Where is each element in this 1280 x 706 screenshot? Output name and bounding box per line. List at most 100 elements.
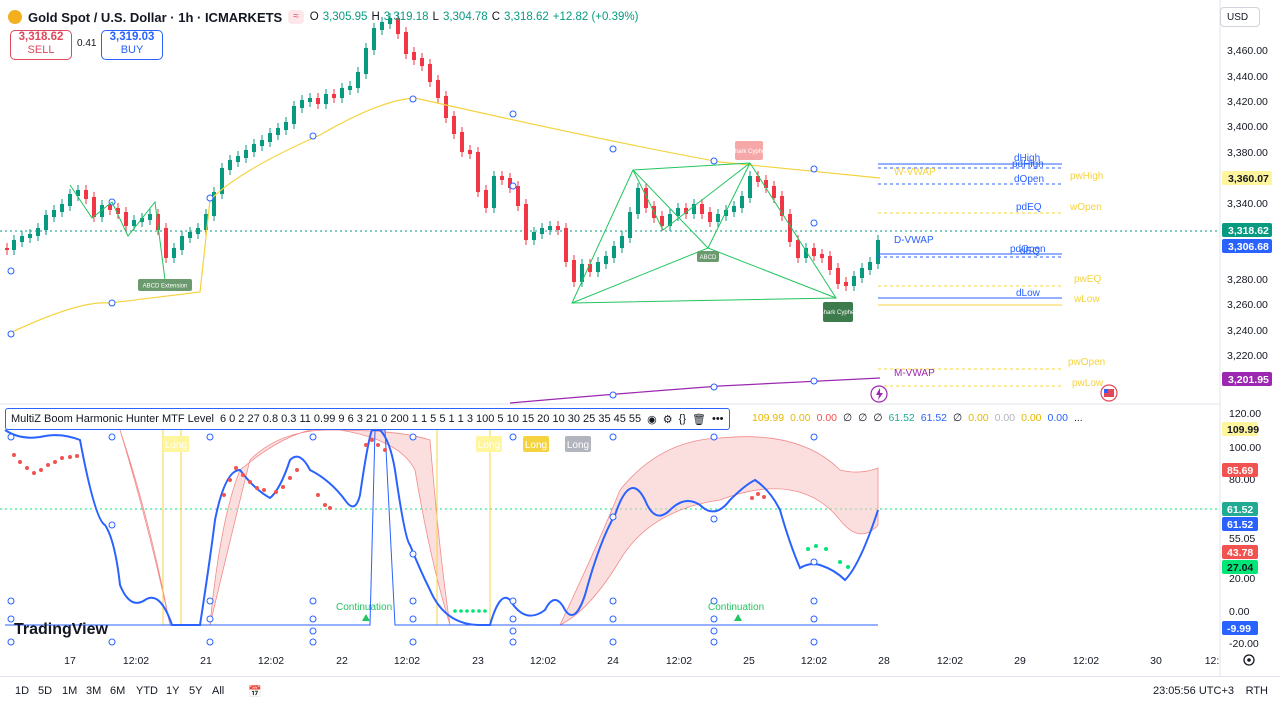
calendar-icon[interactable]: 📅 (248, 686, 262, 698)
osc-badge-bg (1222, 502, 1258, 516)
high-value: 3,319.18 (383, 11, 429, 23)
indicator-values: 109.99 0.00 0.00 ∅ ∅ ∅ 61.52 61.52 ∅ 0.00 0.00 0.00… (752, 412, 1083, 424)
candle-body (412, 52, 416, 60)
bottom-toolbar: 1D 5D 1M 3M 6M YTD 1Y 5Y All 📅 23:05:56 UTC+3 RT… (0, 676, 1280, 706)
candle-body (700, 204, 704, 214)
price-tick: 3,440.00 (1227, 71, 1268, 83)
timeframe-1m[interactable]: 1M (62, 685, 78, 697)
candle-body (204, 214, 208, 230)
time-tick: 29 (1014, 655, 1026, 667)
indicator-legend[interactable]: MultiZ Boom Harmonic Hunter MTF Level 6 … (5, 408, 730, 430)
label-wlow: wLow (1073, 294, 1100, 305)
price-badges: 3,360.07 3,318.62 3,306.68 3,201.95 (1222, 171, 1272, 386)
time-tick: 25 (743, 655, 755, 667)
time-tick: 12:02 (530, 655, 556, 667)
gear-icon[interactable] (1243, 654, 1255, 666)
eye-icon[interactable]: ◉ (647, 413, 657, 426)
candle-body (748, 176, 752, 198)
symbol-title[interactable]: Gold Spot / U.S. Dollar · 1h · ICMARKETS (28, 9, 283, 25)
candle-body (436, 80, 440, 98)
settings-icon[interactable]: ⚙ (662, 413, 673, 426)
time-tick: 21 (200, 655, 212, 667)
candle-body (844, 282, 848, 286)
source-code-icon[interactable]: {} (678, 413, 687, 425)
candle-body (556, 226, 560, 230)
osc-badge: 85.69 (1227, 465, 1253, 477)
osc-badge-bg (1222, 463, 1258, 477)
price-axis[interactable]: 3,460.00 3,440.00 3,420.00 3,400.00 3,380.00… (1227, 45, 1268, 362)
indicator-value: 0.00 (816, 412, 837, 424)
timeframe-5d[interactable]: 5D (38, 685, 53, 697)
timeframe-5y[interactable]: 5Y (189, 685, 203, 697)
level-lines (878, 163, 1062, 387)
session-toggle[interactable]: RTH (1245, 685, 1268, 697)
lightning-icon[interactable] (870, 385, 888, 403)
time-tick: 24 (607, 655, 619, 667)
sell-button[interactable]: 3,318.62 SELL (10, 30, 72, 60)
candle-body (508, 178, 512, 188)
candle-body (484, 190, 488, 208)
buy-label: BUY (120, 44, 144, 56)
timeframe-1y[interactable]: 1Y (166, 685, 180, 697)
price-badge-bg (1222, 171, 1272, 185)
candle-body (396, 18, 400, 34)
currency-selector[interactable]: USD (1220, 7, 1260, 27)
osc-tick: 0.00 (1229, 606, 1250, 618)
candle-body (372, 28, 376, 50)
more-icon[interactable]: ••• (711, 413, 724, 425)
price-tick: 3,280.00 (1227, 274, 1268, 286)
candle-body (132, 220, 136, 226)
indicator-value: 0.00 (1021, 412, 1042, 424)
candle-body (772, 186, 776, 198)
time-tick: 17 (64, 655, 76, 667)
candle-body (212, 192, 216, 216)
candle-body (92, 197, 96, 217)
candle-body (516, 186, 520, 206)
trash-icon[interactable]: 🗑 (692, 413, 706, 426)
label-pwlow: pwLow (1072, 378, 1104, 389)
oscillator-badges: 109.99 85.69 61.52 61.52 43.78 27.04 -9.99 (1222, 422, 1259, 635)
label-dopen: dOpen (1014, 174, 1044, 185)
candle-body (76, 190, 80, 196)
green-dot-series (453, 544, 850, 613)
osc-badge-bg (1222, 517, 1258, 531)
candle-body (476, 152, 480, 192)
timeframe-all[interactable]: All (212, 685, 225, 697)
ohlc-values: O 3,305.95 H 3,319.18 L 3,304.78 C 3,318.62 … (309, 11, 639, 23)
timeframe-1d[interactable]: 1D (15, 685, 30, 697)
compare-badge[interactable]: ≈ (288, 10, 304, 24)
clock[interactable]: 23:05:56 UTC+3 (1152, 685, 1234, 697)
candle-body (292, 106, 296, 124)
timeframe-6m[interactable]: 6M (110, 685, 126, 697)
close-value: 3,318.62 (504, 11, 549, 23)
pattern-tags: ABCD Extension ABCD Shark Cypher Shark C… (138, 141, 856, 322)
timeframe-ytd[interactable]: YTD (136, 685, 158, 697)
candle-body (548, 226, 552, 230)
osc-badge: 61.52 (1227, 504, 1253, 516)
candle-body (172, 248, 176, 258)
time-axis[interactable]: 17 12:02 21 12:02 22 12:02 23 12:02 24 12:02 25 12:… (64, 655, 1219, 667)
candle-body (612, 246, 616, 258)
symbol-header: Gold Spot / U.S. Dollar · 1h · ICMARKETS… (8, 6, 638, 28)
m-vwap-line (509, 377, 881, 404)
candle-body (756, 176, 760, 182)
us-flag-icon[interactable] (1100, 384, 1118, 402)
candle-body (588, 264, 592, 272)
time-tick: 23 (472, 655, 484, 667)
candle-body (28, 234, 32, 238)
candle-body (468, 150, 472, 154)
osc-badge-bg (1222, 621, 1258, 635)
buy-button[interactable]: 3,319.03 BUY (101, 30, 163, 60)
candle-body (68, 194, 72, 206)
label-continuation-2: Continuation (708, 602, 764, 613)
indicator-name[interactable]: MultiZ Boom Harmonic Hunter MTF Level (11, 413, 214, 425)
timeframe-3m[interactable]: 3M (86, 685, 102, 697)
candle-body (188, 232, 192, 238)
indicator-value: ∅ (953, 412, 963, 424)
indicator-value: ∅ (873, 412, 883, 424)
time-tick: 28 (878, 655, 890, 667)
osc-badge: 61.52 (1227, 519, 1253, 531)
price-badge: 3,306.68 (1228, 241, 1269, 253)
sell-price: 3,318.62 (18, 31, 64, 43)
